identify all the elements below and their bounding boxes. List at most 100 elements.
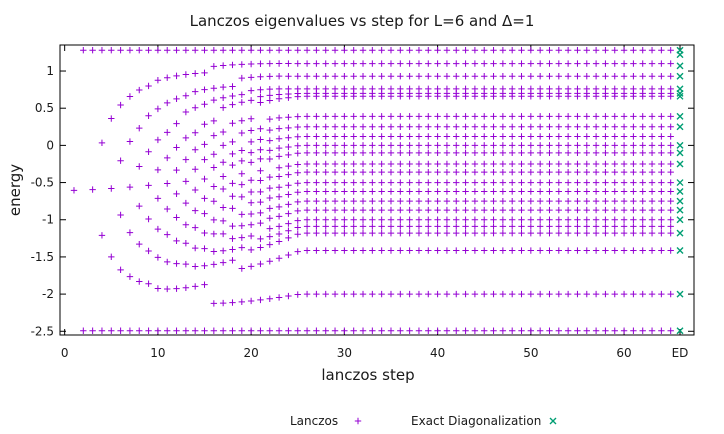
lanczos-point [238, 298, 246, 306]
ed-point [676, 72, 684, 80]
lanczos-point [229, 92, 236, 100]
ed-point [676, 85, 684, 93]
lanczos-point [602, 327, 609, 334]
lanczos-point [630, 133, 637, 140]
lanczos-point [406, 73, 413, 80]
lanczos-point [574, 216, 581, 223]
lanczos-point [145, 47, 152, 54]
lanczos-point [331, 60, 339, 67]
lanczos-point [275, 125, 283, 132]
lanczos-point [564, 216, 572, 223]
lanczos-point [583, 188, 590, 195]
lanczos-point [564, 123, 572, 130]
lanczos-point [564, 149, 572, 157]
lanczos-point [313, 47, 320, 54]
lanczos-point [378, 60, 385, 67]
lanczos-point [443, 179, 451, 186]
lanczos-point [648, 216, 656, 223]
lanczos-point [592, 206, 600, 214]
lanczos-point [210, 248, 218, 255]
lanczos-point [257, 260, 264, 268]
lanczos-point [639, 85, 646, 93]
lanczos-point [378, 113, 385, 120]
lanczos-point [387, 123, 395, 130]
lanczos-point [481, 216, 488, 223]
lanczos-point [247, 263, 255, 270]
lanczos-point [434, 142, 441, 149]
lanczos-point [527, 179, 535, 186]
lanczos-point [658, 179, 665, 186]
lanczos-point [499, 247, 507, 254]
lanczos-point [350, 290, 357, 298]
lanczos-point [620, 160, 628, 168]
lanczos-point [462, 47, 469, 54]
lanczos-point [658, 216, 665, 223]
lanczos-point [191, 70, 199, 77]
lanczos-point [294, 161, 301, 168]
lanczos-point [285, 143, 292, 151]
lanczos-point [415, 60, 423, 67]
x-axis-title: lanczos step [321, 366, 414, 384]
lanczos-point [229, 61, 236, 69]
lanczos-point [229, 150, 236, 158]
lanczos-point [331, 168, 339, 176]
lanczos-point [210, 261, 218, 268]
lanczos-point [518, 113, 525, 120]
lanczos-point [415, 168, 423, 176]
lanczos-point [667, 247, 674, 254]
lanczos-point [434, 216, 441, 223]
lanczos-point [508, 188, 516, 195]
lanczos-point [322, 123, 329, 130]
lanczos-point [639, 133, 646, 140]
lanczos-point [620, 113, 628, 120]
lanczos-point [341, 85, 348, 93]
lanczos-point [425, 160, 432, 168]
lanczos-point [658, 223, 665, 230]
lanczos-point [406, 188, 413, 195]
lanczos-point [602, 229, 609, 237]
lanczos-point [294, 73, 301, 80]
lanczos-point [406, 216, 413, 223]
lanczos-point [564, 206, 572, 214]
lanczos-point [275, 327, 283, 334]
lanczos-point [648, 149, 656, 157]
lanczos-point [527, 197, 535, 205]
lanczos-point [387, 168, 395, 176]
lanczos-point [592, 85, 600, 93]
lanczos-point [658, 85, 665, 93]
lanczos-point [266, 115, 273, 123]
lanczos-point [406, 123, 413, 130]
lanczos-point [667, 60, 674, 67]
lanczos-point [136, 327, 143, 334]
lanczos-point [331, 188, 339, 195]
lanczos-point [294, 231, 301, 238]
lanczos-point [238, 74, 246, 82]
lanczos-point [453, 216, 460, 223]
lanczos-point [499, 223, 507, 230]
lanczos-point [331, 149, 339, 157]
lanczos-point [182, 178, 190, 185]
lanczos-point [191, 186, 199, 194]
lanczos-point [574, 133, 581, 140]
lanczos-point [499, 85, 507, 93]
lanczos-point [434, 60, 441, 67]
lanczos-point [359, 85, 367, 93]
lanczos-point [518, 123, 525, 130]
lanczos-point [425, 60, 432, 67]
lanczos-point [182, 221, 190, 229]
lanczos-point [238, 193, 246, 201]
lanczos-point [508, 168, 516, 176]
ed-point [676, 206, 684, 214]
lanczos-point [471, 327, 479, 334]
lanczos-point [108, 253, 115, 261]
lanczos-point [611, 160, 618, 168]
lanczos-point [322, 229, 329, 237]
lanczos-point [331, 216, 339, 223]
lanczos-point [136, 202, 143, 210]
lanczos-point [219, 327, 227, 334]
lanczos-point [648, 223, 656, 230]
lanczos-point [425, 290, 432, 298]
lanczos-point [275, 47, 283, 54]
lanczos-point [350, 133, 357, 140]
lanczos-point [471, 123, 479, 130]
